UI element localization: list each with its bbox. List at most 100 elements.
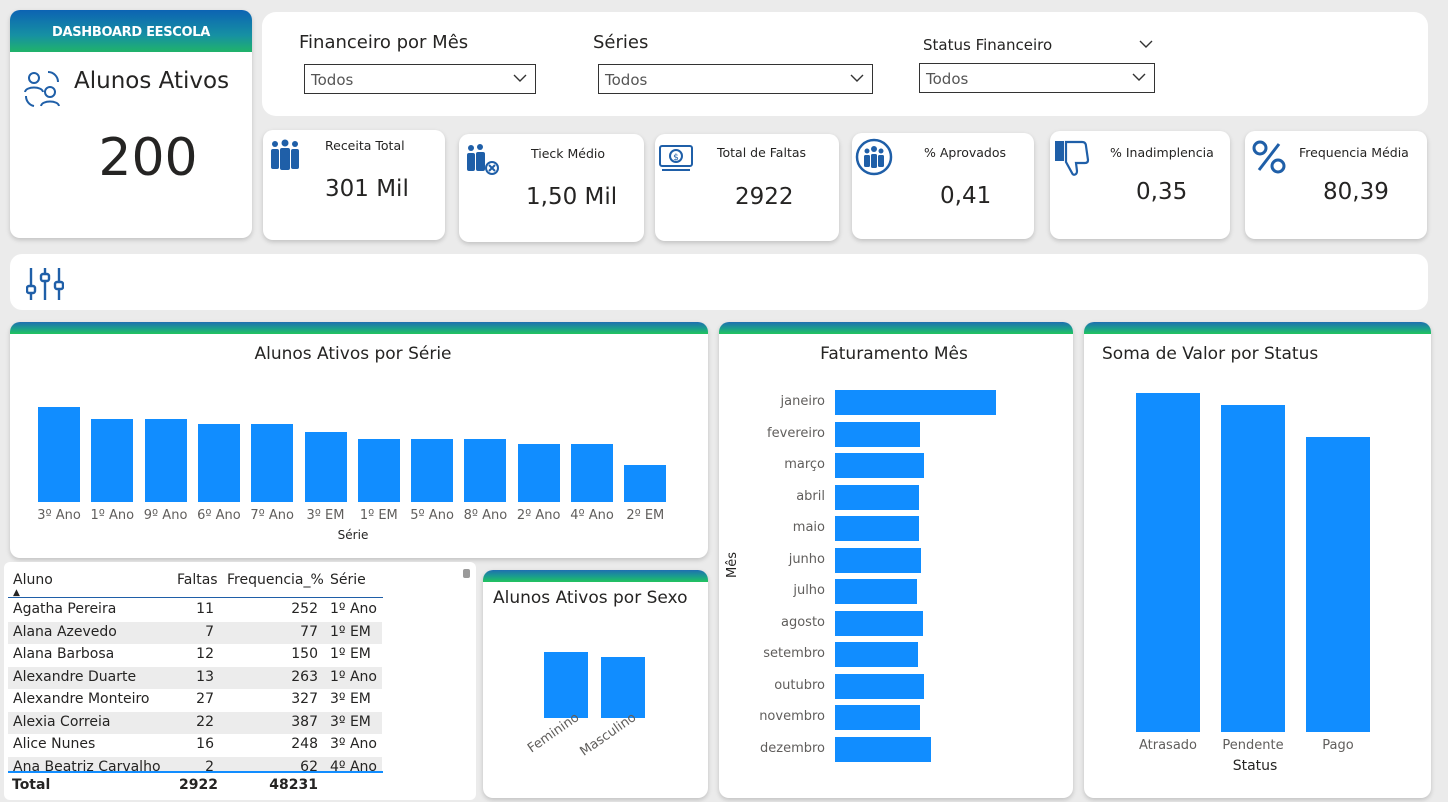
column-header-faltas[interactable]: Faltas [177, 572, 218, 588]
filter-panel: Financeiro por Mês Todos Séries Todos St… [262, 12, 1428, 116]
x-tick-label: 5º Ano [410, 508, 454, 523]
y-tick-label: novembro [759, 709, 825, 724]
cell-faltas: 13 [196, 668, 214, 685]
chart-alunos-por-serie: Alunos Ativos por Série 3º Ano 1º Ano 9º A… [10, 322, 708, 558]
kpi-value: 1,50 Mil [526, 184, 618, 210]
y-tick-label: outubro [774, 677, 825, 693]
chevron-down-icon[interactable] [1139, 37, 1153, 51]
slicer-series-dropdown[interactable]: Todos [598, 64, 873, 94]
cell-serie: 4º Ano [330, 758, 377, 772]
y-tick-label: julho [793, 583, 825, 598]
x-tick-label: 2º Ano [516, 508, 561, 523]
slicer-status-label: Status Financeiro [923, 36, 1053, 54]
total-faltas: 2922 [179, 777, 218, 793]
kpi-value: 80,39 [1323, 179, 1389, 205]
cell-frequencia: 77 [300, 623, 318, 640]
table-row[interactable]: Ana Beatriz Carvalho 2 62 4º Ano [8, 756, 382, 772]
bar [835, 390, 996, 415]
table-row[interactable]: Agatha Pereira 11 252 1º Ano [8, 599, 382, 621]
bar [624, 464, 667, 502]
kpi-ticket-medio: Tieck Médio 1,50 Mil [459, 134, 644, 242]
cell-aluno: Ana Beatriz Carvalho [13, 758, 161, 772]
slicer-series-label: Séries [593, 32, 649, 53]
bar [1221, 404, 1285, 732]
bar [544, 652, 588, 718]
table-row[interactable]: Alana Azevedo 7 77 1º EM [8, 621, 382, 644]
x-axis-label: Status [1232, 758, 1278, 774]
column-header-serie[interactable]: Série [330, 572, 366, 588]
y-axis-label: Mês [725, 552, 740, 578]
cell-aluno: Alexandre Monteiro [13, 691, 150, 707]
cell-frequencia: 252 [291, 601, 318, 617]
chart-header-bar [719, 322, 1073, 334]
cell-frequencia: 62 [300, 758, 318, 772]
mes-plot-area: janeiro fevereiro março abril maio junho julho… [719, 322, 1073, 798]
kpi-label: Total de Faltas [717, 145, 807, 160]
total-divider [8, 771, 383, 773]
people-circle-icon [855, 138, 893, 176]
column-header-frequencia[interactable]: Frequencia_% [227, 572, 324, 588]
kpi-value: 2922 [735, 184, 794, 210]
chart-faturamento-mes: Faturamento Mês janeiro fevereiro março abr… [719, 322, 1073, 798]
x-tick-label: 8º Ano [463, 508, 508, 523]
status-plot-area: Atrasado Pendente Pago [1084, 322, 1431, 798]
table-row[interactable]: Alana Barbosa 12 150 1º EM [8, 644, 382, 666]
table-row[interactable]: Alexandre Monteiro 27 327 3º EM [8, 689, 382, 711]
slicer-financeiro-dropdown[interactable]: Todos [304, 64, 536, 94]
column-header-aluno[interactable]: Aluno [13, 572, 53, 588]
table-row[interactable]: Alexandre Duarte 13 263 1º Ano [8, 666, 382, 689]
chevron-down-icon [513, 74, 527, 82]
chart-header-bar [483, 570, 708, 582]
total-label: Total [12, 777, 51, 793]
bar [517, 443, 560, 502]
cell-aluno: Alana Barbosa [13, 646, 115, 662]
bar [38, 407, 80, 502]
bar [835, 736, 932, 762]
bar [571, 443, 613, 502]
kpi-total-faltas: $ Total de Faltas 2922 [655, 134, 839, 241]
students-exchange-icon [24, 71, 60, 107]
table-row[interactable]: Alexia Correia 22 387 3º EM [8, 711, 382, 734]
bar [601, 657, 645, 718]
sexo-plot-area: Feminino Masculino [483, 570, 708, 798]
bar [91, 418, 134, 502]
header-value: 200 [98, 128, 198, 188]
cell-frequencia: 248 [291, 736, 318, 752]
x-tick-label: Pendente [1222, 738, 1284, 753]
bar [411, 439, 454, 502]
cell-faltas: 22 [196, 713, 214, 730]
cell-frequencia: 263 [291, 668, 318, 685]
kpi-receita-total: Receita Total 301 Mil [263, 130, 445, 240]
bar [197, 423, 240, 502]
scrollbar-thumb[interactable] [463, 569, 470, 578]
kpi-value: 0,35 [1136, 179, 1188, 205]
slicer-financeiro-value: Todos [311, 71, 354, 89]
slicer-status-dropdown[interactable]: Todos [919, 63, 1155, 93]
y-tick-label: março [784, 457, 825, 472]
cell-aluno: Agatha Pereira [13, 601, 117, 617]
bar [835, 673, 925, 699]
percent-icon [1252, 140, 1286, 174]
students-table: Aluno ▲ Faltas Frequencia_% Série Agatha… [4, 562, 476, 800]
sliders-icon[interactable] [26, 266, 64, 302]
cell-faltas: 11 [196, 601, 214, 617]
cell-aluno: Alana Azevedo [13, 623, 117, 640]
table-total-row: Total 2922 48231 [12, 775, 386, 797]
dashboard-banner: DASHBOARD EESCOLA [10, 10, 252, 52]
cell-serie: 1º Ano [330, 601, 377, 617]
y-tick-label: dezembro [760, 740, 825, 756]
cell-frequencia: 387 [291, 713, 318, 730]
y-tick-label: agosto [781, 614, 825, 630]
cell-aluno: Alice Nunes [13, 736, 96, 752]
bar [835, 453, 925, 478]
cell-faltas: 27 [196, 691, 214, 707]
table-row[interactable]: Alice Nunes 16 248 3º Ano [8, 734, 382, 756]
cell-frequencia: 150 [291, 646, 318, 662]
x-axis-label: Série [337, 528, 369, 542]
bar [835, 610, 923, 636]
cell-serie: 1º Ano [330, 668, 377, 685]
y-tick-label: setembro [763, 646, 825, 661]
cell-faltas: 2 [205, 758, 214, 772]
x-tick-label: 6º Ano [197, 508, 241, 523]
slicer-series-value: Todos [605, 71, 648, 89]
